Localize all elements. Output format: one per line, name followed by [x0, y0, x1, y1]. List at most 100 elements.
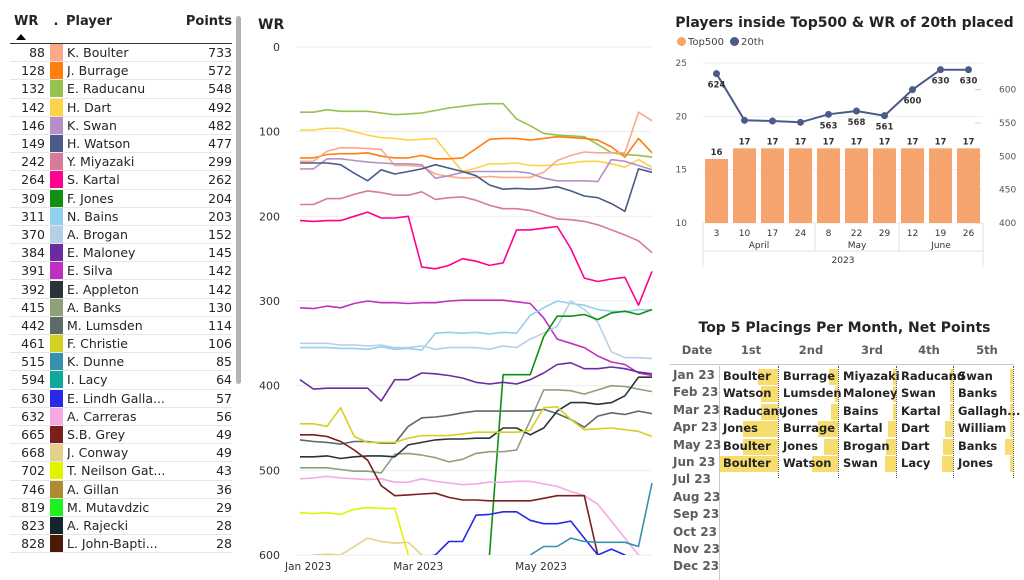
placing-cell[interactable]: Jones	[955, 456, 1013, 472]
table-row[interactable]: 142 H. Dart 492	[10, 98, 232, 117]
column-header-2nd[interactable]: 2nd	[798, 343, 824, 357]
column-header-points[interactable]: Points	[185, 14, 232, 29]
column-header-color[interactable]: .	[53, 14, 59, 29]
placing-cell[interactable]: Gallagh...	[955, 403, 1020, 420]
placing-cell[interactable]: Dart	[898, 421, 953, 438]
placing-cell[interactable]: Miyazaki	[840, 369, 900, 385]
table-row[interactable]: 702 T. Neilson Gat... 43	[10, 462, 232, 481]
player-cell: M. Lumsden	[67, 317, 143, 333]
column-header-wr[interactable]: WR	[14, 14, 39, 29]
wr-cell: 309	[21, 190, 45, 206]
placing-cell[interactable]: Burrage	[780, 421, 838, 438]
color-swatch	[50, 280, 63, 298]
table-row[interactable]: 146 K. Swan 482	[10, 116, 232, 135]
column-header-1st[interactable]: 1st	[740, 343, 762, 357]
placing-cell[interactable]: Maloney	[840, 386, 898, 403]
table-row[interactable]: 391 E. Silva 142	[10, 262, 232, 281]
table-row[interactable]: 128 J. Burrage 572	[10, 62, 232, 81]
placing-cell[interactable]: Dart	[898, 438, 953, 455]
column-header-date[interactable]: Date	[681, 343, 713, 357]
placing-cell[interactable]: Raducanu	[720, 403, 787, 420]
placing-cell[interactable]: Jones	[780, 403, 838, 420]
table-row[interactable]: 746 A. Gillan 36	[10, 480, 232, 499]
placing-cell[interactable]: Swan	[955, 369, 1013, 385]
table-row[interactable]: 668 J. Conway 49	[10, 444, 232, 463]
bar-data-label: 17	[879, 137, 891, 147]
placing-cell[interactable]: Jones	[780, 438, 838, 455]
player-name: Watson	[723, 386, 772, 401]
table-row[interactable]: 515 K. Dunne 85	[10, 353, 232, 372]
color-swatch	[50, 426, 63, 444]
table-row[interactable]: 461 F. Christie 106	[10, 335, 232, 354]
series-line-t-neilson-gatenby	[299, 506, 410, 555]
table-row[interactable]: 415 A. Banks 130	[10, 298, 232, 317]
placing-cell[interactable]: Banks	[955, 386, 1013, 403]
placing-cell[interactable]: Brogan	[840, 438, 896, 455]
placing-cell[interactable]: Banks	[955, 438, 1013, 455]
placing-cell[interactable]: Boulter	[720, 369, 778, 385]
table-scrollbar[interactable]	[236, 16, 241, 384]
placing-cell[interactable]: William	[955, 421, 1013, 438]
player-cell: E. Maloney	[67, 245, 136, 261]
table-row[interactable]: 630 E. Lindh Galla... 57	[10, 389, 232, 408]
table-row[interactable]: 442 M. Lumsden 114	[10, 316, 232, 335]
y-tick-label: 200	[259, 210, 280, 223]
points-cell: 142	[208, 263, 232, 279]
table-row[interactable]: 149 H. Watson 477	[10, 135, 232, 154]
table-row[interactable]: 242 Y. Miyazaki 299	[10, 153, 232, 172]
x-tick-label: 26	[963, 229, 975, 239]
placing-cell[interactable]: Watson	[720, 386, 778, 403]
table-row[interactable]: 819 M. Mutavdzic 29	[10, 498, 232, 517]
table-row[interactable]: 132 E. Raducanu 548	[10, 80, 232, 99]
table-row[interactable]: 88 K. Boulter 733	[10, 44, 232, 63]
table-row[interactable]: 311 N. Bains 203	[10, 207, 232, 226]
player-cell: I. Lacy	[67, 372, 108, 388]
column-header-3rd[interactable]: 3rd	[861, 343, 883, 357]
bar-top500	[761, 148, 784, 223]
placing-cell[interactable]: Raducanu	[898, 369, 965, 385]
series-line-y-miyazaki	[300, 190, 653, 254]
table-row[interactable]: 309 F. Jones 204	[10, 189, 232, 208]
table-row[interactable]: 370 A. Brogan 152	[10, 225, 232, 245]
placing-cell[interactable]: Swan	[840, 456, 896, 472]
y-tick-label: 500	[259, 464, 280, 477]
placing-cell[interactable]: Swan	[898, 386, 953, 403]
table-row[interactable]: 264 S. Kartal 262	[10, 171, 232, 190]
placing-cell[interactable]: Lacy	[898, 456, 953, 472]
legend-item-20th[interactable]: 20th	[729, 37, 764, 48]
wr-cell: 392	[21, 281, 45, 297]
wr-cell: 461	[21, 336, 45, 352]
table-row[interactable]: 823 A. Rajecki 28	[10, 516, 232, 536]
player-name: Lumsden	[783, 386, 842, 401]
player-name: Raducanu	[901, 369, 965, 383]
placing-cell[interactable]: Bains	[840, 403, 896, 420]
legend-item-top500[interactable]: Top500	[677, 37, 724, 48]
net-points-bar	[760, 386, 778, 403]
table-row[interactable]: 632 A. Carreras 56	[10, 407, 232, 426]
table-row[interactable]: 384 E. Maloney 145	[10, 244, 232, 263]
placing-cell[interactable]: Burrage	[780, 369, 838, 385]
placing-cell[interactable]: Boulter	[720, 438, 778, 455]
table-row[interactable]: 665 S.B. Grey 49	[10, 426, 232, 445]
placing-cell[interactable]: Boulter	[720, 456, 778, 472]
table-row[interactable]: 392 E. Appleton 142	[10, 280, 232, 299]
player-name: Kartal	[843, 421, 883, 436]
table-row[interactable]: 594 I. Lacy 64	[10, 371, 232, 390]
placing-cell[interactable]: Kartal	[898, 403, 953, 420]
placing-cell[interactable]: Watson	[780, 456, 838, 472]
points-cell: 130	[208, 299, 232, 315]
month-label: Dec 23	[673, 559, 720, 574]
points-cell: 85	[216, 354, 232, 370]
column-header-5th[interactable]: 5th	[976, 343, 998, 357]
column-header-4th[interactable]: 4th	[918, 343, 940, 357]
player-name: Gallagh...	[958, 403, 1021, 418]
table-row[interactable]: 828 L. John-Bapti... 28	[10, 535, 232, 554]
player-cell: F. Jones	[67, 190, 114, 206]
placing-cell[interactable]: Kartal	[840, 421, 896, 438]
placing-cell[interactable]: Jones	[720, 421, 778, 438]
series-line-e-maloney	[299, 362, 653, 402]
color-swatch	[50, 98, 63, 116]
column-header-player[interactable]: Player	[66, 14, 113, 29]
placing-cell[interactable]: Lumsden	[780, 386, 842, 403]
line-data-label: 630	[932, 77, 950, 87]
